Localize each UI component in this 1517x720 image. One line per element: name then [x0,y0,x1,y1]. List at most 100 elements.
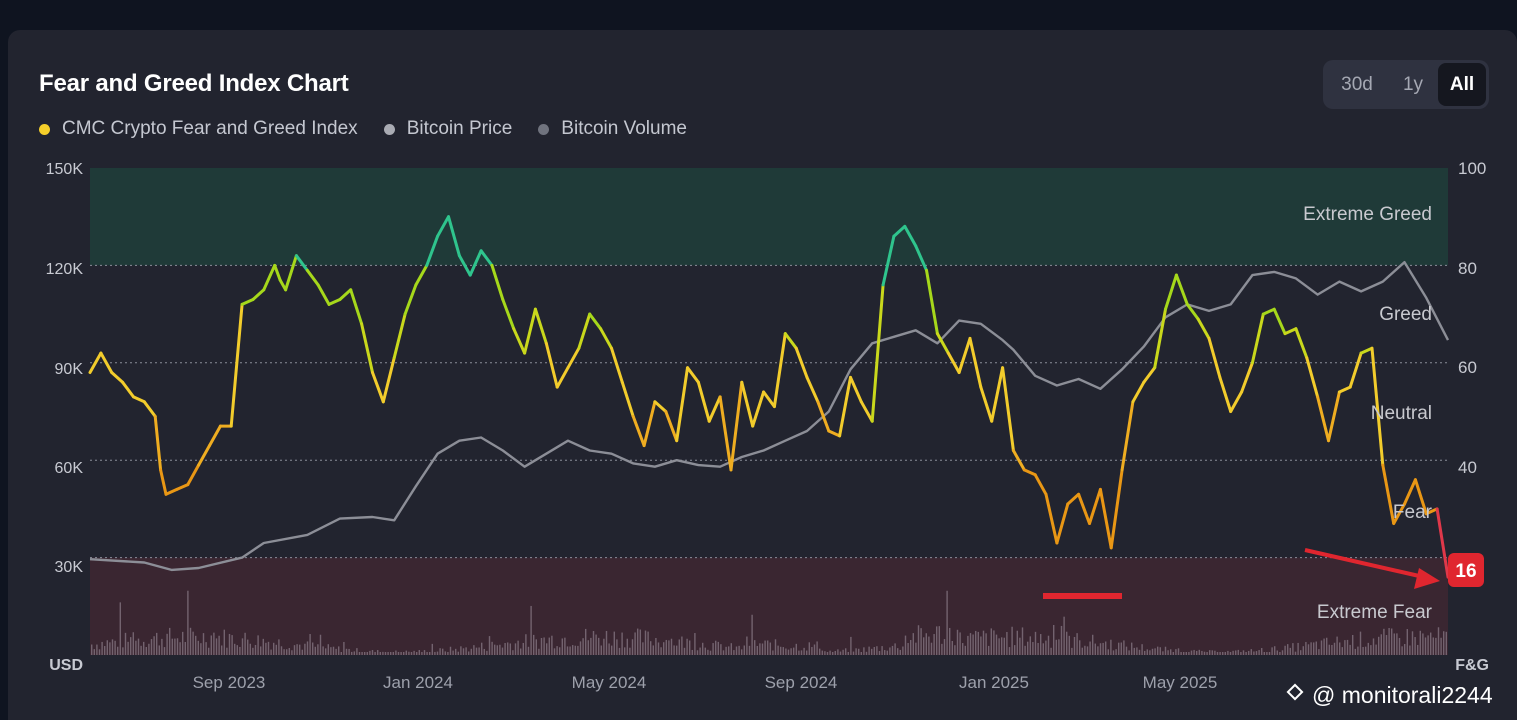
x-axis-label: Sep 2024 [765,673,838,692]
volume-bar [317,644,319,655]
volume-bar [1310,642,1312,655]
volume-bar [1435,637,1437,655]
volume-bar [795,643,797,655]
volume-bar [894,643,896,655]
volume-bar [169,627,171,655]
volume-bar [475,647,478,655]
fear-greed-segment [1022,468,1037,477]
volume-bar [577,645,579,655]
volume-bar [793,647,795,655]
right-axis-tick: 80 [1458,259,1477,278]
volume-bar [912,633,914,655]
fear-greed-segment [294,254,309,272]
volume-bar [605,630,608,655]
volume-bar [1297,642,1299,655]
volume-bar [956,629,959,655]
volume-bar [1354,648,1356,655]
fear-greed-segment [164,487,179,496]
volume-bar [1193,649,1195,655]
volume-bar [787,649,790,655]
volume-bar [1419,630,1421,655]
volume-bar [1084,645,1086,655]
volume-bar [421,651,423,655]
volume-bar [1131,642,1133,655]
fear-greed-segment [284,254,298,292]
volume-bar [626,638,628,655]
volume-bar [959,632,961,655]
volume-bar [1118,642,1120,655]
fear-greed-segment [1033,473,1048,496]
volume-bar [652,645,654,655]
volume-bar [1162,651,1164,655]
volume-bar [1443,631,1445,655]
fear-greed-segment [1153,307,1167,370]
volume-bar [1206,652,1208,655]
volume-bar [312,642,314,655]
volume-bar [481,642,483,655]
x-axis-label: Jan 2025 [959,673,1029,692]
volume-bar [1372,638,1375,655]
volume-bar [1190,650,1193,655]
volume-bar [1367,642,1369,655]
volume-bar [304,643,306,655]
fear-greed-segment [707,395,722,423]
volume-bar [850,636,852,655]
volume-bar [928,636,930,655]
volume-bar [735,646,738,655]
tab-1y[interactable]: 1y [1402,73,1424,95]
fear-greed-segment [132,395,146,404]
volume-bar [637,628,639,655]
legend-item-bitcoin-volume[interactable]: Bitcoin Volume [538,118,687,140]
volume-bar [707,649,709,655]
volume-bar [1079,640,1081,655]
volume-bar [1336,636,1338,655]
volume-bar [1146,649,1148,655]
fear-greed-segment [1229,390,1244,413]
volume-bar [858,648,860,655]
volume-bar [631,639,634,655]
volume-bar [325,648,327,655]
volume-bar [426,652,428,655]
legend-item-bitcoin-price[interactable]: Bitcoin Price [383,118,512,140]
volume-bar [704,647,706,655]
volume-bar [501,647,504,655]
tab-30d[interactable]: 30d [1341,73,1373,95]
fear-greed-segment [914,244,928,272]
volume-bar [1378,636,1380,655]
volume-bar [1019,637,1021,655]
left-axis-tick: 30K [55,559,84,576]
volume-bar [470,648,472,655]
fear-greed-segment [229,302,244,428]
volume-bar [1185,652,1187,655]
volume-bar [582,638,584,655]
volume-bar [689,640,691,655]
volume-bar [1341,647,1343,655]
volume-bar [1250,649,1252,655]
fear-greed-segment [381,356,396,404]
volume-bar [1050,647,1052,655]
volume-bar [91,644,93,655]
zone-label: Extreme Greed [1303,204,1432,225]
volume-bar [829,650,831,655]
volume-bar [174,638,176,655]
volume-bar [1149,650,1151,655]
legend-item-fear-greed[interactable]: CMC Crypto Fear and Greed Index [39,118,358,140]
volume-bar [1266,652,1268,655]
volume-bar [1279,652,1281,655]
volume-bar [964,645,966,655]
volume-bar [540,637,543,655]
volume-bar [798,650,800,655]
volume-bar [761,643,764,655]
volume-bar [429,652,431,655]
volume-bar [1383,628,1385,655]
volume-bar [351,651,353,655]
volume-bar [813,644,816,655]
volume-bar [161,638,163,655]
volume-bar [527,646,530,655]
tab-all[interactable]: All [1438,63,1486,106]
fear-greed-segment [1174,273,1189,306]
fear-greed-segment [490,263,505,301]
volume-bar [1032,642,1034,655]
volume-bar [712,643,714,655]
volume-bar [98,649,101,655]
